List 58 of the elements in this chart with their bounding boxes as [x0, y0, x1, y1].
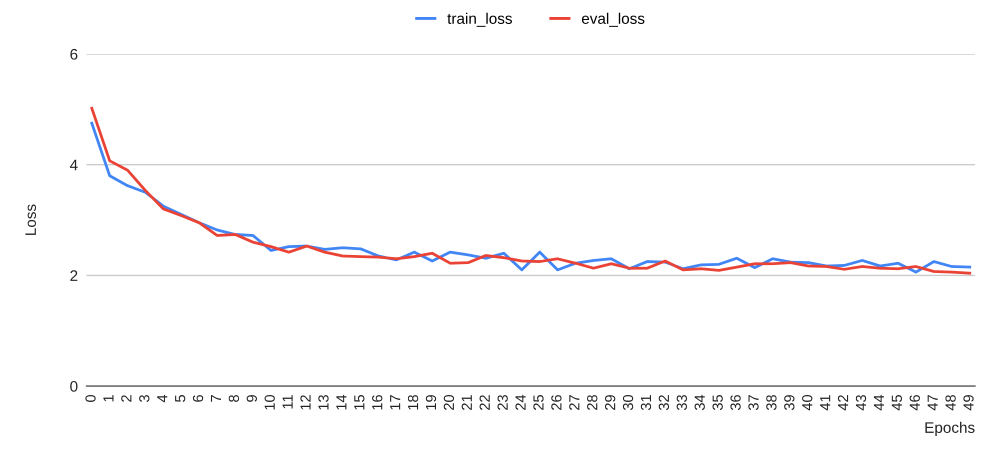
x-tick-label: 13 [318, 395, 329, 410]
x-tick-label: 19 [426, 395, 436, 410]
x-tick-label: 43 [856, 395, 866, 410]
x-tick-label: 1 [103, 395, 114, 402]
x-tick-label: 17 [390, 395, 400, 410]
x-tick-label: 41 [820, 395, 830, 410]
x-tick-label: 0 [85, 395, 96, 402]
x-tick-label: 20 [444, 395, 454, 410]
x-tick-label: 5 [175, 395, 186, 402]
x-tick-label: 32 [658, 395, 670, 410]
x-tick-label: 18 [408, 395, 418, 410]
x-tick-label: 35 [712, 395, 723, 410]
y-axis-title: Loss [25, 204, 36, 235]
x-tick-label: 45 [892, 395, 902, 410]
x-tick-label: 37 [748, 395, 759, 410]
x-tick-label: 14 [336, 394, 346, 410]
x-tick-label: 9 [246, 395, 257, 402]
x-tick-label: 23 [497, 395, 508, 410]
x-tick-label: 21 [462, 395, 472, 410]
x-tick-label: 27 [569, 395, 580, 410]
y-tick-label: 4 [70, 160, 78, 170]
legend-label: train_loss [447, 12, 512, 27]
x-tick-label: 24 [515, 394, 526, 410]
y-tick-label: 2 [70, 270, 78, 281]
x-tick-label: 49 [963, 395, 974, 410]
x-tick-label: 2 [121, 395, 132, 402]
x-tick-label: 39 [784, 395, 794, 410]
y-tick-label: 6 [70, 48, 78, 60]
x-tick-label: 26 [551, 395, 562, 410]
x-tick-label: 42 [838, 395, 848, 410]
x-tick-label: 12 [300, 395, 311, 410]
x-tick-label: 15 [354, 395, 364, 410]
x-tick-label: 3 [139, 395, 150, 402]
x-tick-label: 22 [480, 395, 490, 410]
x-tick-label: 25 [533, 395, 544, 410]
x-tick-label: 16 [372, 395, 382, 410]
y-tick-label: 0 [70, 380, 78, 392]
x-tick-label: 40 [802, 395, 812, 410]
x-tick-label: 30 [622, 395, 634, 410]
x-tick-label: 33 [676, 395, 687, 410]
x-tick-label: 28 [587, 395, 598, 410]
x-tick-label: 36 [730, 395, 741, 410]
x-tick-label: 6 [192, 395, 204, 402]
x-tick-label: 38 [766, 395, 777, 410]
x-axis-title: Epochs [925, 422, 975, 436]
x-tick-label: 31 [640, 395, 652, 410]
x-tick-label: 48 [945, 395, 956, 410]
legend-label: eval_loss [582, 12, 644, 27]
x-tick-label: 34 [694, 394, 705, 410]
x-tick-label: 47 [928, 395, 938, 410]
x-tick-label: 11 [282, 395, 293, 408]
x-tick-label: 8 [228, 395, 240, 402]
x-tick-label: 10 [264, 395, 275, 410]
x-tick-label: 7 [210, 395, 221, 402]
x-tick-label: 29 [604, 395, 616, 410]
x-tick-label: 44 [874, 394, 884, 410]
x-tick-label: 4 [157, 394, 168, 402]
x-tick-label: 46 [910, 395, 920, 410]
